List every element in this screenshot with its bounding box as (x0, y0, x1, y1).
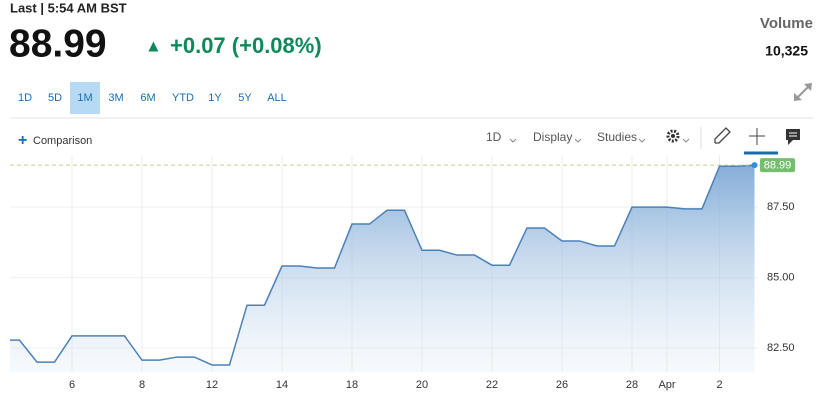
range-button[interactable]: 6M (140, 92, 155, 104)
range-button[interactable]: 5D (48, 92, 62, 104)
line (10, 164, 755, 366)
price: 88.99 (9, 22, 107, 65)
x-tick-label: 22 (486, 379, 498, 391)
last-price-label: 88.99 (764, 160, 792, 172)
chevrons (509, 138, 690, 143)
range-button[interactable]: 5Y (238, 92, 252, 104)
comparison-button[interactable]: Comparison (33, 135, 92, 147)
x-tick-label: 28 (626, 379, 638, 391)
range-button[interactable]: YTD (172, 92, 194, 104)
interval-dropdown[interactable]: 1D (486, 130, 502, 144)
range-button[interactable]: 1Y (208, 92, 222, 104)
range-button[interactable]: 3M (108, 92, 123, 104)
x-tick-label: 18 (346, 379, 358, 391)
x-tick-label: 20 (416, 379, 428, 391)
studies-dropdown[interactable]: Studies (597, 130, 637, 144)
last-price-badge (760, 158, 795, 173)
range-button[interactable]: ALL (267, 92, 287, 104)
x-tick-label: 2 (716, 379, 722, 391)
y-tick-label: 85.00 (767, 271, 795, 283)
y-tick-label: 87.50 (767, 201, 795, 213)
y-tick-label: 82.50 (767, 342, 795, 354)
range-button[interactable]: 1D (18, 92, 32, 104)
plus-icon[interactable]: + (18, 132, 27, 149)
x-tick-label: 26 (556, 379, 568, 391)
volume: 10,325 (765, 43, 808, 59)
x-tick-label: 6 (69, 379, 75, 391)
area (10, 165, 755, 372)
chart: 82.50 85.00 87.50 6 8 12 14 18 20 22 26 28 Apr 2 88.99 (10, 155, 795, 391)
range-bar: 1D 5D 1M 3M 6M YTD 1Y 5Y ALL (18, 82, 287, 114)
plot (10, 164, 755, 372)
display-dropdown[interactable]: Display (533, 130, 572, 144)
up-arrow: ▲ (145, 36, 162, 55)
volume-label: Volume (760, 15, 813, 32)
crosshair-icon[interactable] (749, 128, 765, 145)
price-change: +0.07 (+0.08%) (170, 33, 322, 58)
x-tick-label: 8 (139, 379, 145, 391)
x-tick-label: 14 (276, 379, 288, 391)
settings-icon[interactable] (666, 129, 680, 143)
draw-icon[interactable] (714, 127, 731, 144)
comment-icon[interactable] (786, 129, 800, 145)
x-tick-label: Apr (658, 379, 675, 391)
last-updated: Last | 5:54 AM BST (10, 0, 127, 15)
expand-icon[interactable] (794, 83, 812, 101)
x-tick-label: 12 (206, 379, 218, 391)
range-selected-bg (70, 82, 100, 114)
range-button[interactable]: 1M (77, 92, 92, 104)
last-point (751, 162, 758, 169)
